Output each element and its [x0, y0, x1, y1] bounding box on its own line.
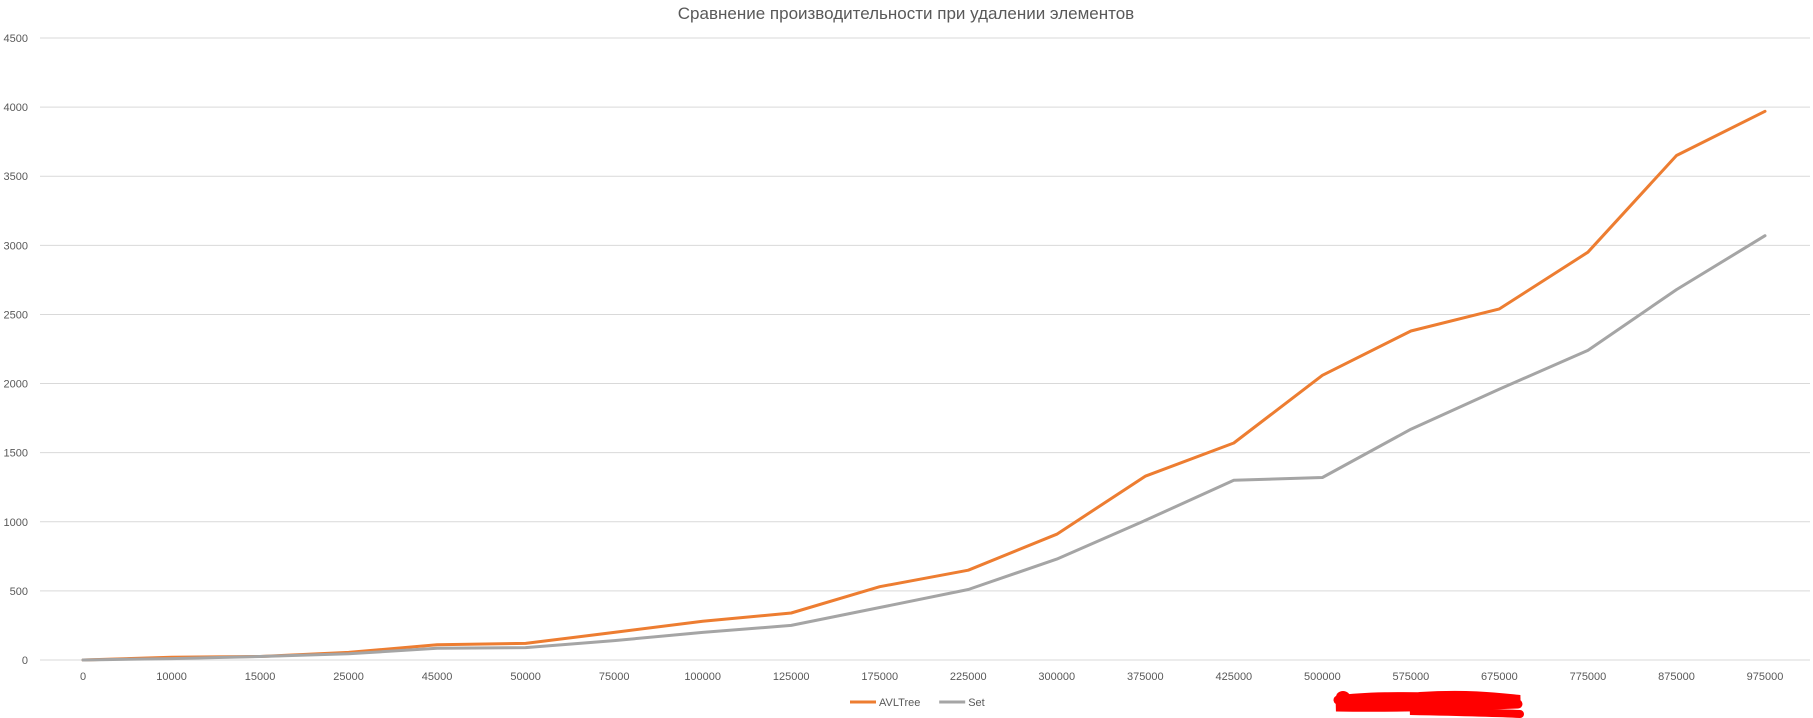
- chart-title: Сравнение производительности при удалени…: [678, 4, 1134, 23]
- x-tick-label: 375000: [1127, 671, 1164, 683]
- series-line-avltree: [81, 109, 1767, 662]
- legend-label-set: Set: [968, 697, 985, 709]
- y-axis-ticks: 0 500 1000 1500 2000 2500 3000 3500 4000 4500: [4, 33, 28, 667]
- x-tick-label: 575000: [1393, 671, 1430, 683]
- y-tick-label: 3500: [4, 171, 28, 183]
- gridlines: [40, 37, 1810, 661]
- x-tick-label: 125000: [773, 671, 810, 683]
- y-tick-label: 2500: [4, 309, 28, 321]
- x-tick-label: 25000: [333, 671, 364, 683]
- x-tick-label: 45000: [422, 671, 453, 683]
- y-tick-label: 1500: [4, 448, 28, 460]
- series-line-set: [81, 234, 1767, 662]
- series: [81, 109, 1767, 662]
- legend-label-avltree: AVLTree: [879, 697, 920, 709]
- x-tick-label: 10000: [156, 671, 187, 683]
- y-tick-label: 1000: [4, 517, 28, 529]
- x-tick-label: 675000: [1481, 671, 1518, 683]
- legend: AVLTree Set: [850, 697, 985, 709]
- redaction-stroke: [1409, 690, 1524, 718]
- y-tick-label: 500: [10, 586, 28, 598]
- x-tick-label: 975000: [1747, 671, 1784, 683]
- y-tick-label: 4500: [4, 33, 28, 45]
- redaction-blot: [1336, 691, 1350, 703]
- y-tick-label: 3000: [4, 240, 28, 252]
- x-tick-label: 500000: [1304, 671, 1341, 683]
- x-tick-label: 15000: [245, 671, 276, 683]
- y-tick-label: 0: [22, 655, 28, 667]
- x-tick-label: 425000: [1215, 671, 1252, 683]
- y-tick-label: 2000: [4, 379, 28, 391]
- x-tick-label: 875000: [1658, 671, 1695, 683]
- x-tick-label: 0: [80, 671, 86, 683]
- x-tick-label: 175000: [861, 671, 898, 683]
- x-tick-label: 300000: [1038, 671, 1075, 683]
- x-tick-label: 775000: [1570, 671, 1607, 683]
- x-tick-label: 50000: [510, 671, 541, 683]
- x-tick-label: 225000: [950, 671, 987, 683]
- x-axis-ticks: 0 10000 15000 25000 45000 50000 75000 100000 125…: [80, 671, 1783, 683]
- redaction-scribble: [1333, 690, 1524, 718]
- x-tick-label: 100000: [684, 671, 721, 683]
- x-tick-label: 75000: [599, 671, 630, 683]
- y-tick-label: 4000: [4, 102, 28, 114]
